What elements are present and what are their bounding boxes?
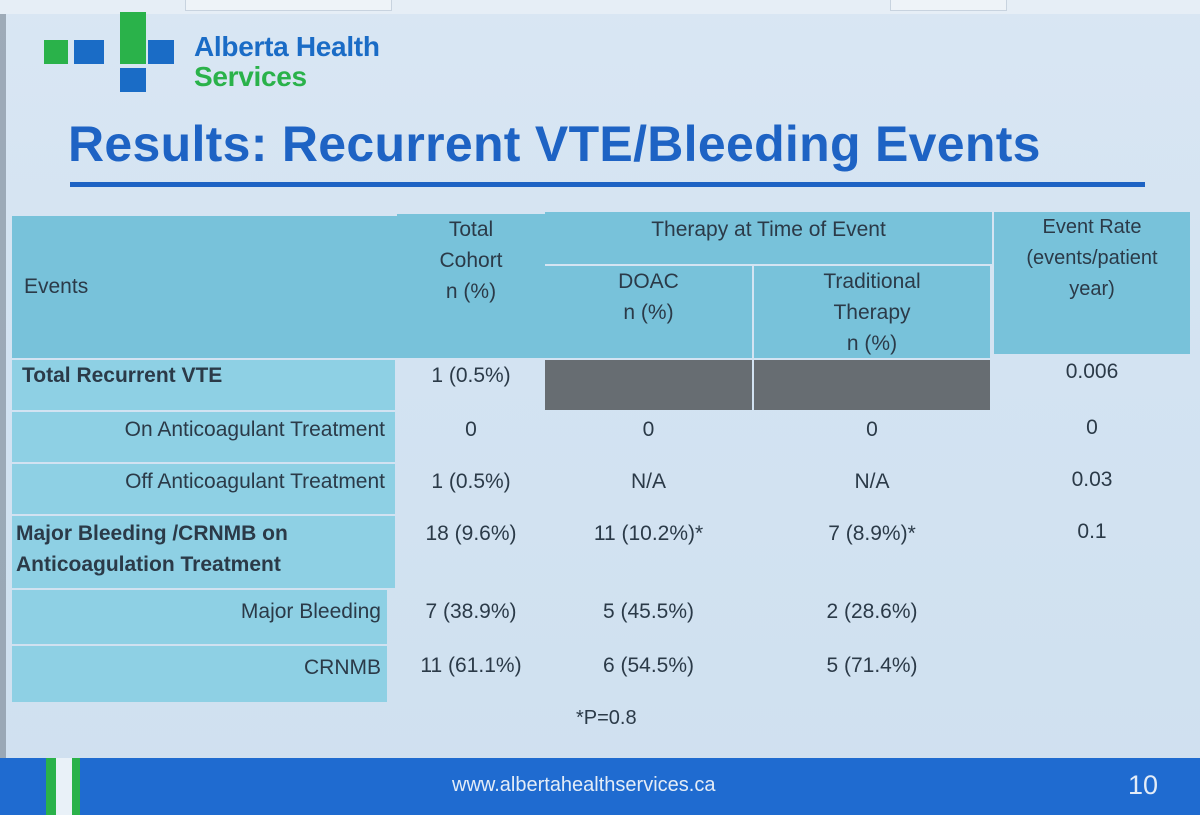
title-underline	[70, 182, 1145, 187]
footer-url: www.albertahealthservices.ca	[452, 774, 716, 796]
row-label-text: Total Recurrent VTE	[22, 364, 223, 387]
slide-title: Results: Recurrent VTE/Bleeding Events	[68, 116, 1041, 172]
cell-total: 18 (9.6%)	[425, 522, 517, 545]
cell-doac-blank	[545, 360, 752, 410]
cell-rate: 0.03	[1071, 468, 1113, 491]
logo-square	[74, 40, 104, 64]
cell-rate: 0.006	[1065, 360, 1119, 383]
row-major-bleeding-crnmb-label: Major Bleeding /CRNMB on Anticoagulation…	[12, 516, 395, 588]
header-doac: DOAC n (%)	[545, 266, 752, 358]
row-crnmb-label: CRNMB	[12, 646, 387, 702]
cell-trad: 2 (28.6%)	[826, 600, 918, 623]
row-on-anticoag-label: On Anticoagulant Treatment	[12, 412, 395, 462]
window-top-strip	[0, 0, 1200, 14]
cell-total: 11 (61.1%)	[420, 654, 522, 677]
header-doac-l2: n (%)	[623, 301, 674, 324]
header-rate-l1: Event Rate	[1042, 216, 1142, 238]
header-rate: Event Rate (events/patient year)	[994, 212, 1190, 354]
header-rate-l2: (events/patient	[1026, 247, 1158, 269]
logo-square	[120, 12, 146, 64]
logo-text-line2: Services	[194, 61, 307, 92]
cell-trad: 0	[866, 418, 878, 441]
header-trad-l2: Therapy	[833, 301, 911, 324]
header-rate-l3: year)	[1069, 278, 1115, 300]
header-total: Total Cohort n (%)	[397, 214, 545, 358]
row-label-text: On Anticoagulant Treatment	[124, 418, 385, 441]
header-doac-l1: DOAC	[618, 270, 679, 293]
header-traditional: Traditional Therapy n (%)	[754, 266, 990, 358]
header-trad-l3: n (%)	[846, 332, 898, 355]
row-total-recurrent-vte-label: Total Recurrent VTE	[12, 360, 395, 410]
cell-doac: 0	[642, 418, 655, 441]
header-total-l1: Total	[448, 218, 494, 241]
cell-doac: 5 (45.5%)	[602, 600, 695, 623]
header-therapy: Therapy at Time of Event	[545, 212, 992, 264]
cell-trad: 7 (8.9%)*	[828, 522, 916, 545]
page-number: 10	[1128, 770, 1159, 800]
row-label-line2: Anticoagulation Treatment	[16, 553, 281, 576]
cell-doac: N/A	[630, 470, 666, 493]
logo-text-line1: Alberta Health	[194, 31, 380, 62]
ahs-logo: Alberta Health Services	[44, 12, 380, 97]
logo-square	[120, 68, 146, 92]
header-trad-l1: Traditional	[823, 270, 921, 293]
row-off-anticoag-label: Off Anticoagulant Treatment	[12, 464, 395, 514]
header-events-label: Events	[24, 275, 89, 298]
row-label-text: Off Anticoagulant Treatment	[125, 470, 385, 493]
footer-white-stripe	[56, 758, 72, 815]
row-major-bleeding-label: Major Bleeding	[12, 590, 387, 644]
screen-edge	[0, 0, 6, 815]
cell-total: 1 (0.5%)	[431, 470, 511, 493]
cell-rate: 0.1	[1077, 520, 1107, 543]
cell-rate: 0	[1086, 416, 1098, 439]
row-label-text: Major Bleeding	[240, 600, 381, 623]
top-tab	[890, 0, 1007, 11]
cell-total: 7 (38.9%)	[425, 600, 517, 623]
row-label-line1: Major Bleeding /CRNMB on	[16, 522, 288, 545]
cell-doac: 6 (54.5%)	[602, 654, 695, 677]
cell-total: 1 (0.5%)	[431, 364, 511, 387]
footnote: *P=0.8	[576, 707, 637, 729]
header-events: Events	[12, 216, 397, 358]
cell-trad: N/A	[854, 470, 890, 493]
logo-square	[148, 40, 174, 64]
cell-trad-blank	[754, 360, 990, 410]
cell-trad: 5 (71.4%)	[826, 654, 918, 677]
logo-square	[44, 40, 68, 64]
header-therapy-label: Therapy at Time of Event	[651, 218, 886, 241]
header-total-l3: n (%)	[445, 280, 497, 303]
cell-total: 0	[465, 418, 477, 441]
footer-bar: www.albertahealthservices.ca 10	[0, 758, 1200, 815]
cell-doac: 11 (10.2%)*	[593, 522, 704, 545]
top-tab	[185, 0, 392, 11]
header-total-l2: Cohort	[439, 249, 503, 272]
row-label-text: CRNMB	[304, 656, 381, 679]
